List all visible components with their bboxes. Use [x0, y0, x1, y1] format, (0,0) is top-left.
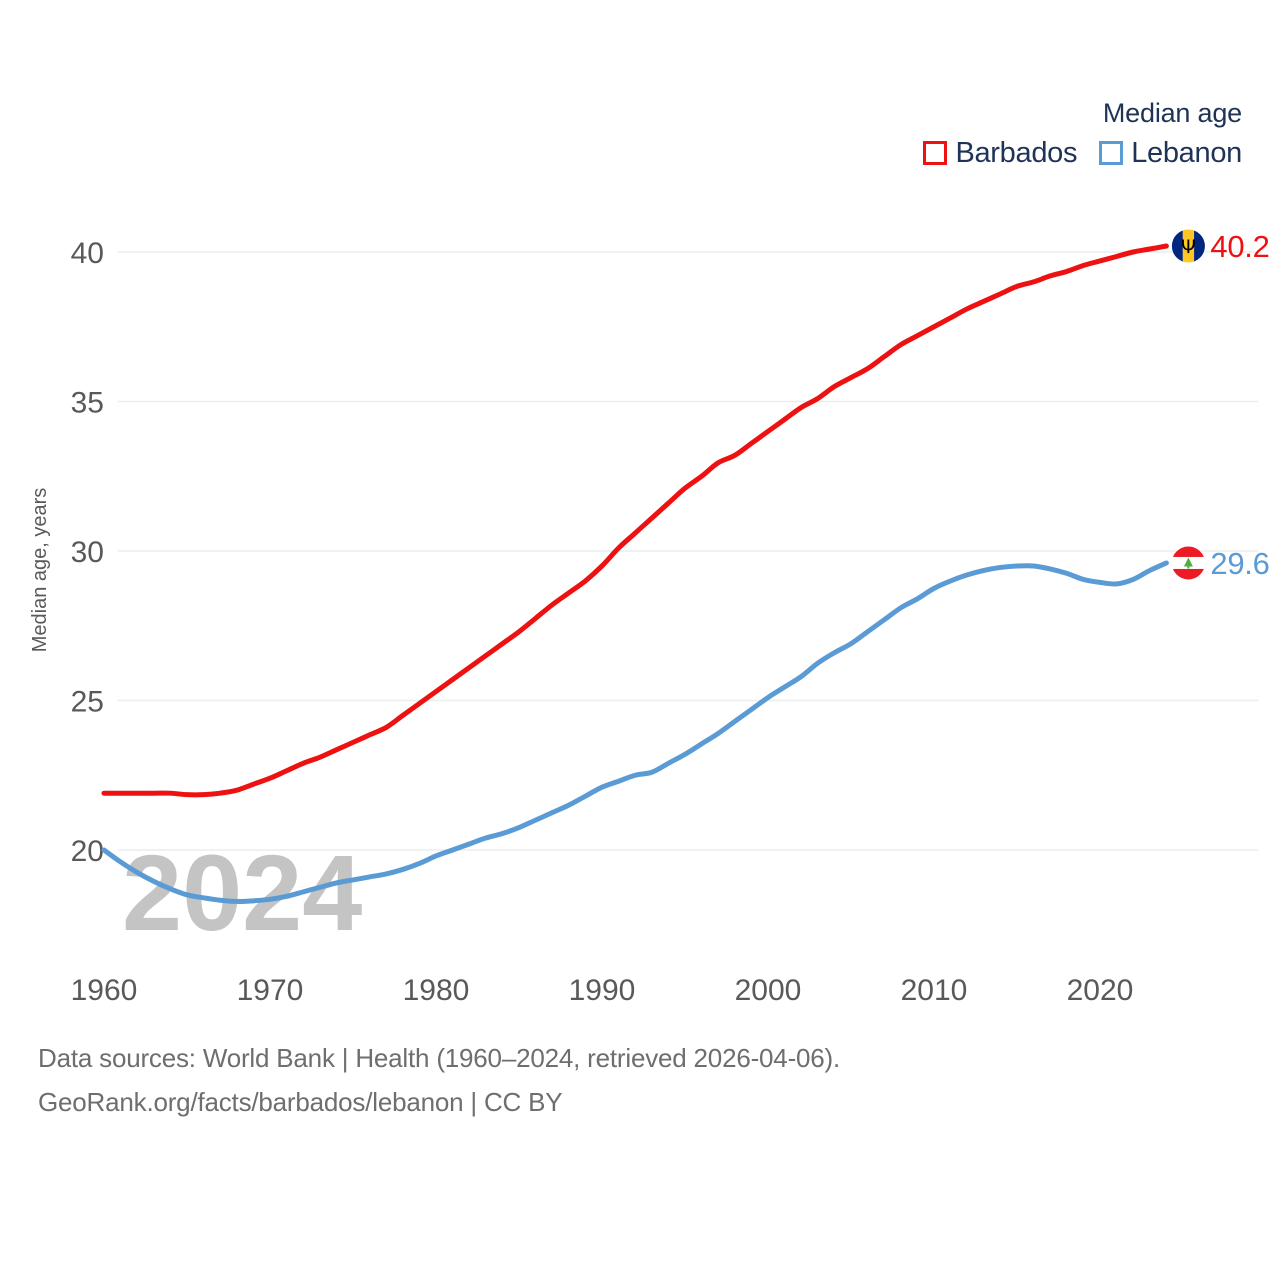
legend-label-lebanon: Lebanon	[1131, 137, 1242, 169]
legend-swatch-lebanon	[1099, 141, 1124, 165]
endpoint-value-barbados: 40.2	[1210, 229, 1269, 264]
legend-item-lebanon[interactable]: Lebanon	[1099, 136, 1242, 170]
x-axis-tick-label: 1990	[569, 974, 636, 1007]
year-watermark: 2024	[122, 832, 362, 953]
legend-items: Barbados Lebanon	[923, 136, 1242, 170]
y-axis-tick-label: 25	[71, 686, 104, 719]
gridlines	[118, 251, 1258, 851]
plot-area: 20 25 30 35 40 1960 1970 1980 1990 2000 2010 2020 …	[29, 228, 1270, 1007]
endpoint-value-lebanon: 29.6	[1210, 546, 1269, 581]
footer-attribution: GeoRank.org/facts/barbados/lebanon | CC …	[38, 1087, 563, 1117]
y-axis-tick-label: 30	[71, 536, 104, 569]
y-axis-ticks: 20 25 30 35 40	[71, 237, 104, 868]
x-axis-ticks: 1960 1970 1980 1990 2000 2010 2020	[71, 974, 1134, 1007]
svg-text:Ψ: Ψ	[1181, 236, 1196, 258]
y-axis-title: Median age, years	[29, 488, 51, 653]
footer-data-sources: Data sources: World Bank | Health (1960–…	[38, 1043, 841, 1073]
legend-item-barbados[interactable]: Barbados	[923, 136, 1077, 170]
legend-swatch-barbados	[923, 141, 948, 165]
barbados-flag-icon: Ψ	[1170, 228, 1206, 264]
x-axis-tick-label: 1960	[71, 974, 138, 1007]
y-axis-tick-label: 20	[71, 835, 104, 868]
series-line-barbados	[101, 243, 1169, 798]
y-axis-tick-label: 40	[71, 237, 104, 270]
legend-title: Median age	[1102, 98, 1242, 128]
x-axis-tick-label: 1980	[403, 974, 470, 1007]
x-axis-tick-label: 1970	[237, 974, 304, 1007]
lebanon-flag-icon	[1170, 545, 1206, 581]
legend-label-barbados: Barbados	[955, 137, 1078, 169]
chart-legend: Median age Barbados Lebanon	[923, 96, 1242, 170]
series-line-lebanon	[101, 560, 1169, 904]
x-axis-tick-label: 2020	[1067, 974, 1134, 1007]
chart-footer: Data sources: World Bank | Health (1960–…	[38, 1036, 840, 1124]
x-axis-tick-label: 2000	[735, 974, 802, 1007]
y-axis-tick-label: 35	[71, 387, 104, 420]
x-axis-tick-label: 2010	[901, 974, 968, 1007]
